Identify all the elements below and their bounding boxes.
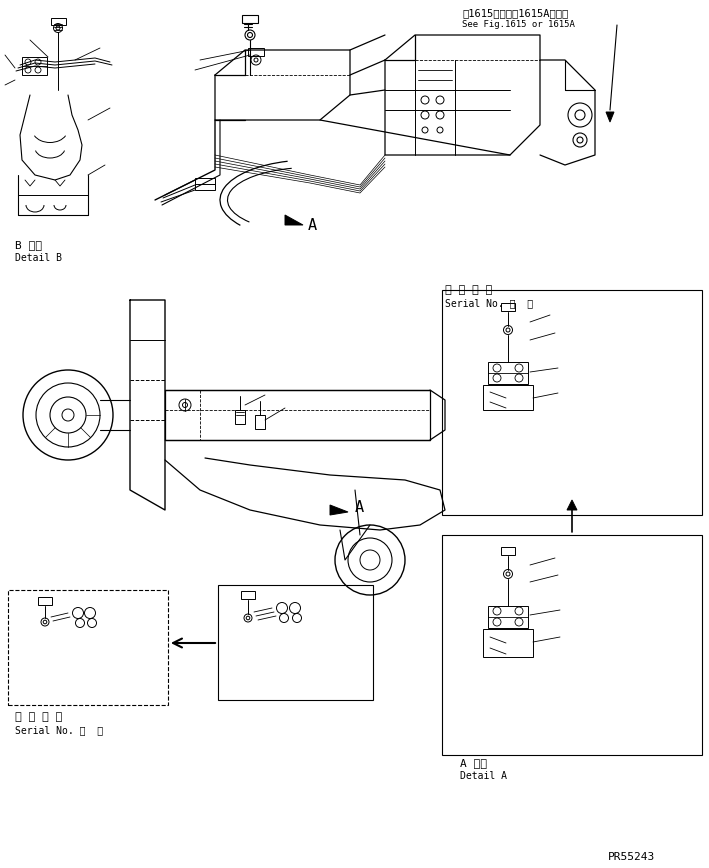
Text: 適 用 号 機: 適 用 号 機 xyxy=(445,285,492,295)
Bar xyxy=(255,415,265,429)
Text: A: A xyxy=(355,500,364,515)
Polygon shape xyxy=(567,500,577,510)
Bar xyxy=(483,629,533,657)
Bar xyxy=(488,606,528,628)
Bar xyxy=(483,385,533,410)
Text: Detail A: Detail A xyxy=(460,771,507,781)
Text: See Fig.1615 or 1615A: See Fig.1615 or 1615A xyxy=(462,20,575,29)
Bar xyxy=(442,535,702,755)
Text: Detail B: Detail B xyxy=(15,253,62,263)
Bar xyxy=(242,15,258,23)
Bar xyxy=(501,303,515,311)
Bar xyxy=(235,410,245,424)
Bar xyxy=(38,597,52,605)
Text: PR55243: PR55243 xyxy=(608,852,655,862)
Bar xyxy=(8,590,168,705)
Text: Serial No. ・  ～: Serial No. ・ ～ xyxy=(15,725,103,735)
Polygon shape xyxy=(606,112,614,122)
Bar xyxy=(51,18,66,25)
Bar xyxy=(248,48,264,56)
Text: Serial No. ・  ～: Serial No. ・ ～ xyxy=(445,298,533,308)
Bar xyxy=(241,591,255,599)
Bar xyxy=(195,178,215,190)
Polygon shape xyxy=(330,505,348,515)
Text: 第1615図または1615A図参照: 第1615図または1615A図参照 xyxy=(462,8,568,18)
Circle shape xyxy=(62,409,74,421)
Text: A: A xyxy=(308,218,317,233)
Polygon shape xyxy=(285,215,303,225)
Bar xyxy=(218,585,373,700)
Text: 適 用 号 機: 適 用 号 機 xyxy=(15,712,62,722)
Text: A 詳細: A 詳細 xyxy=(460,758,487,768)
Bar xyxy=(442,290,702,515)
Bar xyxy=(488,362,528,384)
Text: B 詳細: B 詳細 xyxy=(15,240,42,250)
Bar xyxy=(22,57,47,75)
Bar xyxy=(501,547,515,555)
